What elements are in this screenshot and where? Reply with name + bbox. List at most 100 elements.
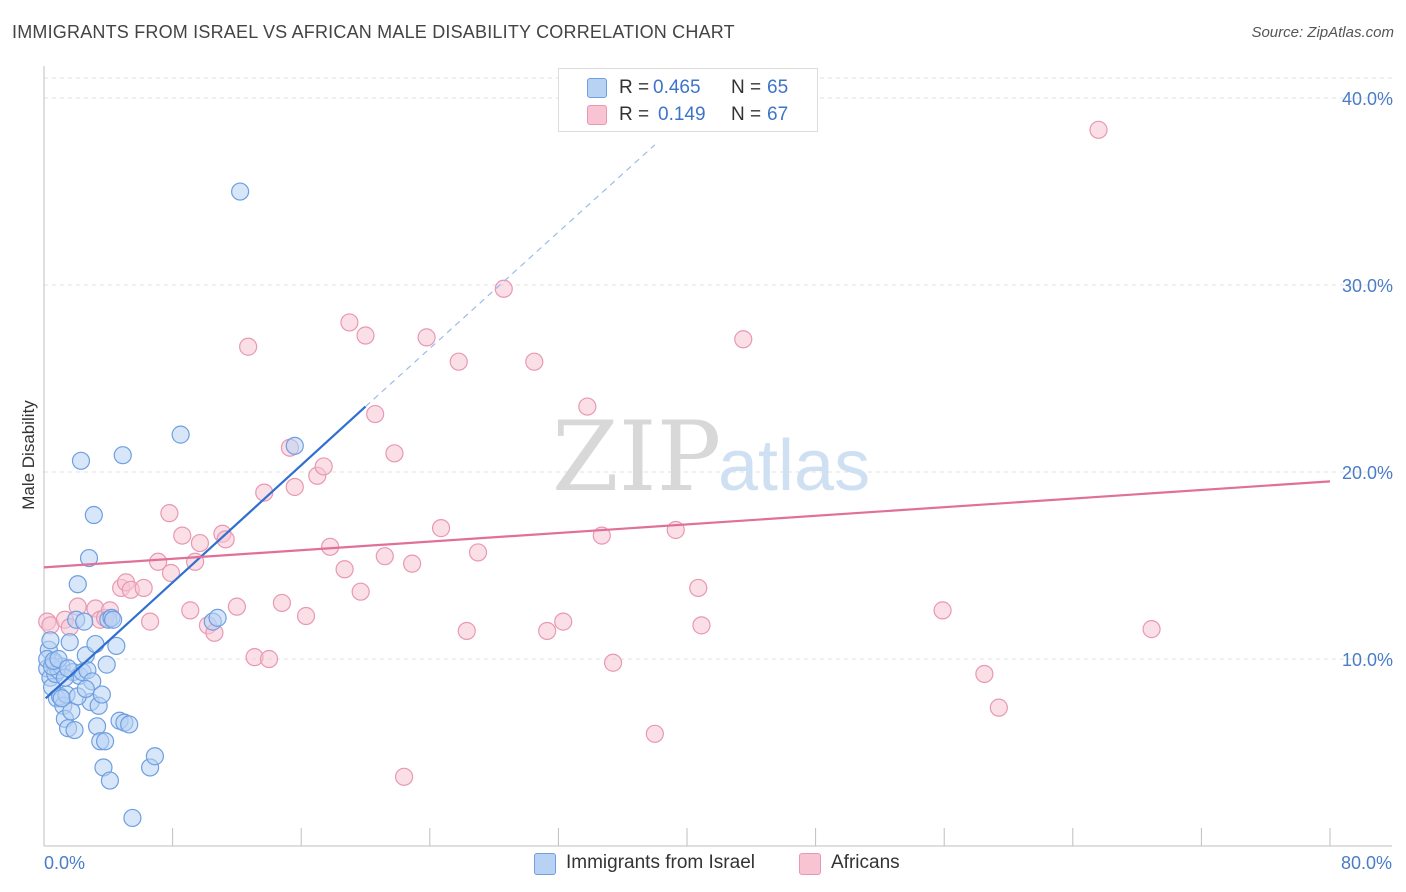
tick-labels: 10.0% 20.0% 30.0% 40.0% 0.0% 80.0% xyxy=(44,89,1393,873)
watermark: ZIP atlas xyxy=(552,401,870,513)
axes xyxy=(43,66,1392,847)
data-point-israel xyxy=(86,634,105,654)
data-point-africans xyxy=(351,582,370,601)
legend-n-label: N = xyxy=(731,104,762,125)
legend-swatch-pink xyxy=(799,853,821,875)
legend-swatch-blue xyxy=(534,853,556,875)
data-point-africans xyxy=(227,597,246,616)
data-point-israel xyxy=(76,679,95,699)
data-point-africans xyxy=(239,337,258,356)
israel-points xyxy=(38,182,304,828)
trendline-israel xyxy=(44,405,367,700)
data-point-israel xyxy=(68,575,87,594)
data-point-israel xyxy=(87,717,107,736)
data-point-israel xyxy=(60,633,79,652)
data-point-africans xyxy=(140,612,160,631)
source-attribution: Source: ZipAtlas.com xyxy=(1251,24,1394,41)
y-tick-label: 10.0% xyxy=(1342,650,1393,670)
data-point-africans xyxy=(431,519,451,538)
trendline-africans xyxy=(43,480,1331,569)
data-point-israel xyxy=(104,610,123,629)
data-point-africans xyxy=(385,444,404,463)
y-tick-label: 40.0% xyxy=(1342,89,1393,109)
data-point-africans xyxy=(149,552,168,571)
data-point-africans xyxy=(259,649,279,669)
data-point-israel xyxy=(59,659,78,678)
data-point-africans xyxy=(216,530,235,549)
data-point-israel xyxy=(120,715,139,734)
data-point-africans xyxy=(190,533,210,553)
data-point-israel xyxy=(65,720,84,740)
data-point-africans xyxy=(689,578,708,598)
data-point-israel xyxy=(41,631,60,650)
data-point-africans xyxy=(335,560,354,579)
data-point-israel xyxy=(231,182,250,201)
legend-r-value: 0.465 xyxy=(653,77,701,98)
x-tick-label: 80.0% xyxy=(1341,853,1392,873)
trendline-israel-extension xyxy=(365,144,656,408)
data-point-israel xyxy=(75,612,94,631)
y-tick-label: 30.0% xyxy=(1342,276,1393,296)
legend-r-value: 0.149 xyxy=(658,104,706,125)
legend-label-israel: Immigrants from Israel xyxy=(566,852,755,873)
y-axis-label: Male Disability xyxy=(19,400,38,510)
legend-label-africans: Africans xyxy=(831,852,900,873)
legend-n-value: 67 xyxy=(767,104,789,125)
data-point-israel xyxy=(123,808,142,828)
legend-row-israel: R = 0.465 N = 65 xyxy=(559,75,817,101)
data-point-africans xyxy=(578,397,597,416)
trend-lines xyxy=(43,144,1331,700)
data-point-israel xyxy=(208,608,227,627)
data-point-africans xyxy=(538,621,557,641)
data-point-africans xyxy=(692,616,711,635)
data-point-africans xyxy=(272,593,292,613)
data-point-africans xyxy=(645,724,664,743)
data-point-africans xyxy=(134,578,153,598)
watermark-zip: ZIP xyxy=(552,401,721,513)
data-point-africans xyxy=(457,621,476,641)
data-point-africans xyxy=(449,352,468,371)
legend-n-label: N = xyxy=(731,77,762,98)
legend-swatch-blue xyxy=(587,78,607,98)
data-point-africans xyxy=(161,563,181,583)
data-point-israel xyxy=(62,702,81,721)
data-point-africans xyxy=(173,526,192,545)
data-point-africans xyxy=(468,543,488,562)
data-point-africans xyxy=(1142,619,1161,639)
x-tick-label: 0.0% xyxy=(44,853,85,873)
data-point-israel xyxy=(84,505,103,525)
data-point-israel xyxy=(107,636,126,656)
data-point-israel xyxy=(113,446,132,465)
data-point-africans xyxy=(366,404,385,424)
data-point-africans xyxy=(933,601,952,620)
data-point-israel xyxy=(79,548,99,568)
data-point-israel xyxy=(97,655,116,674)
data-point-africans xyxy=(494,279,513,298)
data-point-africans xyxy=(417,328,436,347)
legend-r-label: R = xyxy=(619,77,650,98)
data-point-africans xyxy=(160,504,179,523)
data-point-africans xyxy=(285,477,304,497)
data-point-africans xyxy=(554,612,573,631)
data-point-africans xyxy=(314,457,333,476)
y-tick-label: 20.0% xyxy=(1342,463,1393,483)
gridlines xyxy=(44,77,1392,660)
correlation-legend: R = 0.465 N = 65 R = 0.149 N = 67 xyxy=(558,68,818,132)
data-point-africans xyxy=(296,606,316,626)
legend-r-label: R = xyxy=(619,104,650,125)
data-point-israel xyxy=(71,451,91,470)
data-point-africans xyxy=(975,664,994,684)
data-point-africans xyxy=(356,326,375,345)
data-point-israel xyxy=(52,689,71,708)
data-point-israel xyxy=(92,685,111,704)
data-point-israel xyxy=(285,436,304,455)
chart-title: IMMIGRANTS FROM ISRAEL VS AFRICAN MALE D… xyxy=(12,22,735,42)
data-point-africans xyxy=(525,352,544,371)
data-point-africans xyxy=(394,767,414,786)
data-point-africans xyxy=(340,313,359,332)
legend-n-value: 65 xyxy=(767,77,789,98)
legend-row-africans: R = 0.149 N = 67 xyxy=(559,102,817,128)
legend-swatch-pink xyxy=(587,105,607,125)
africans-points xyxy=(38,120,1161,786)
